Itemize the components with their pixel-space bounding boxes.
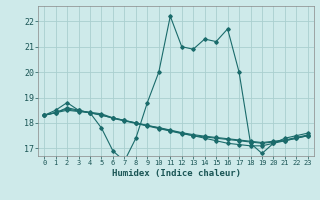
X-axis label: Humidex (Indice chaleur): Humidex (Indice chaleur) [111, 169, 241, 178]
